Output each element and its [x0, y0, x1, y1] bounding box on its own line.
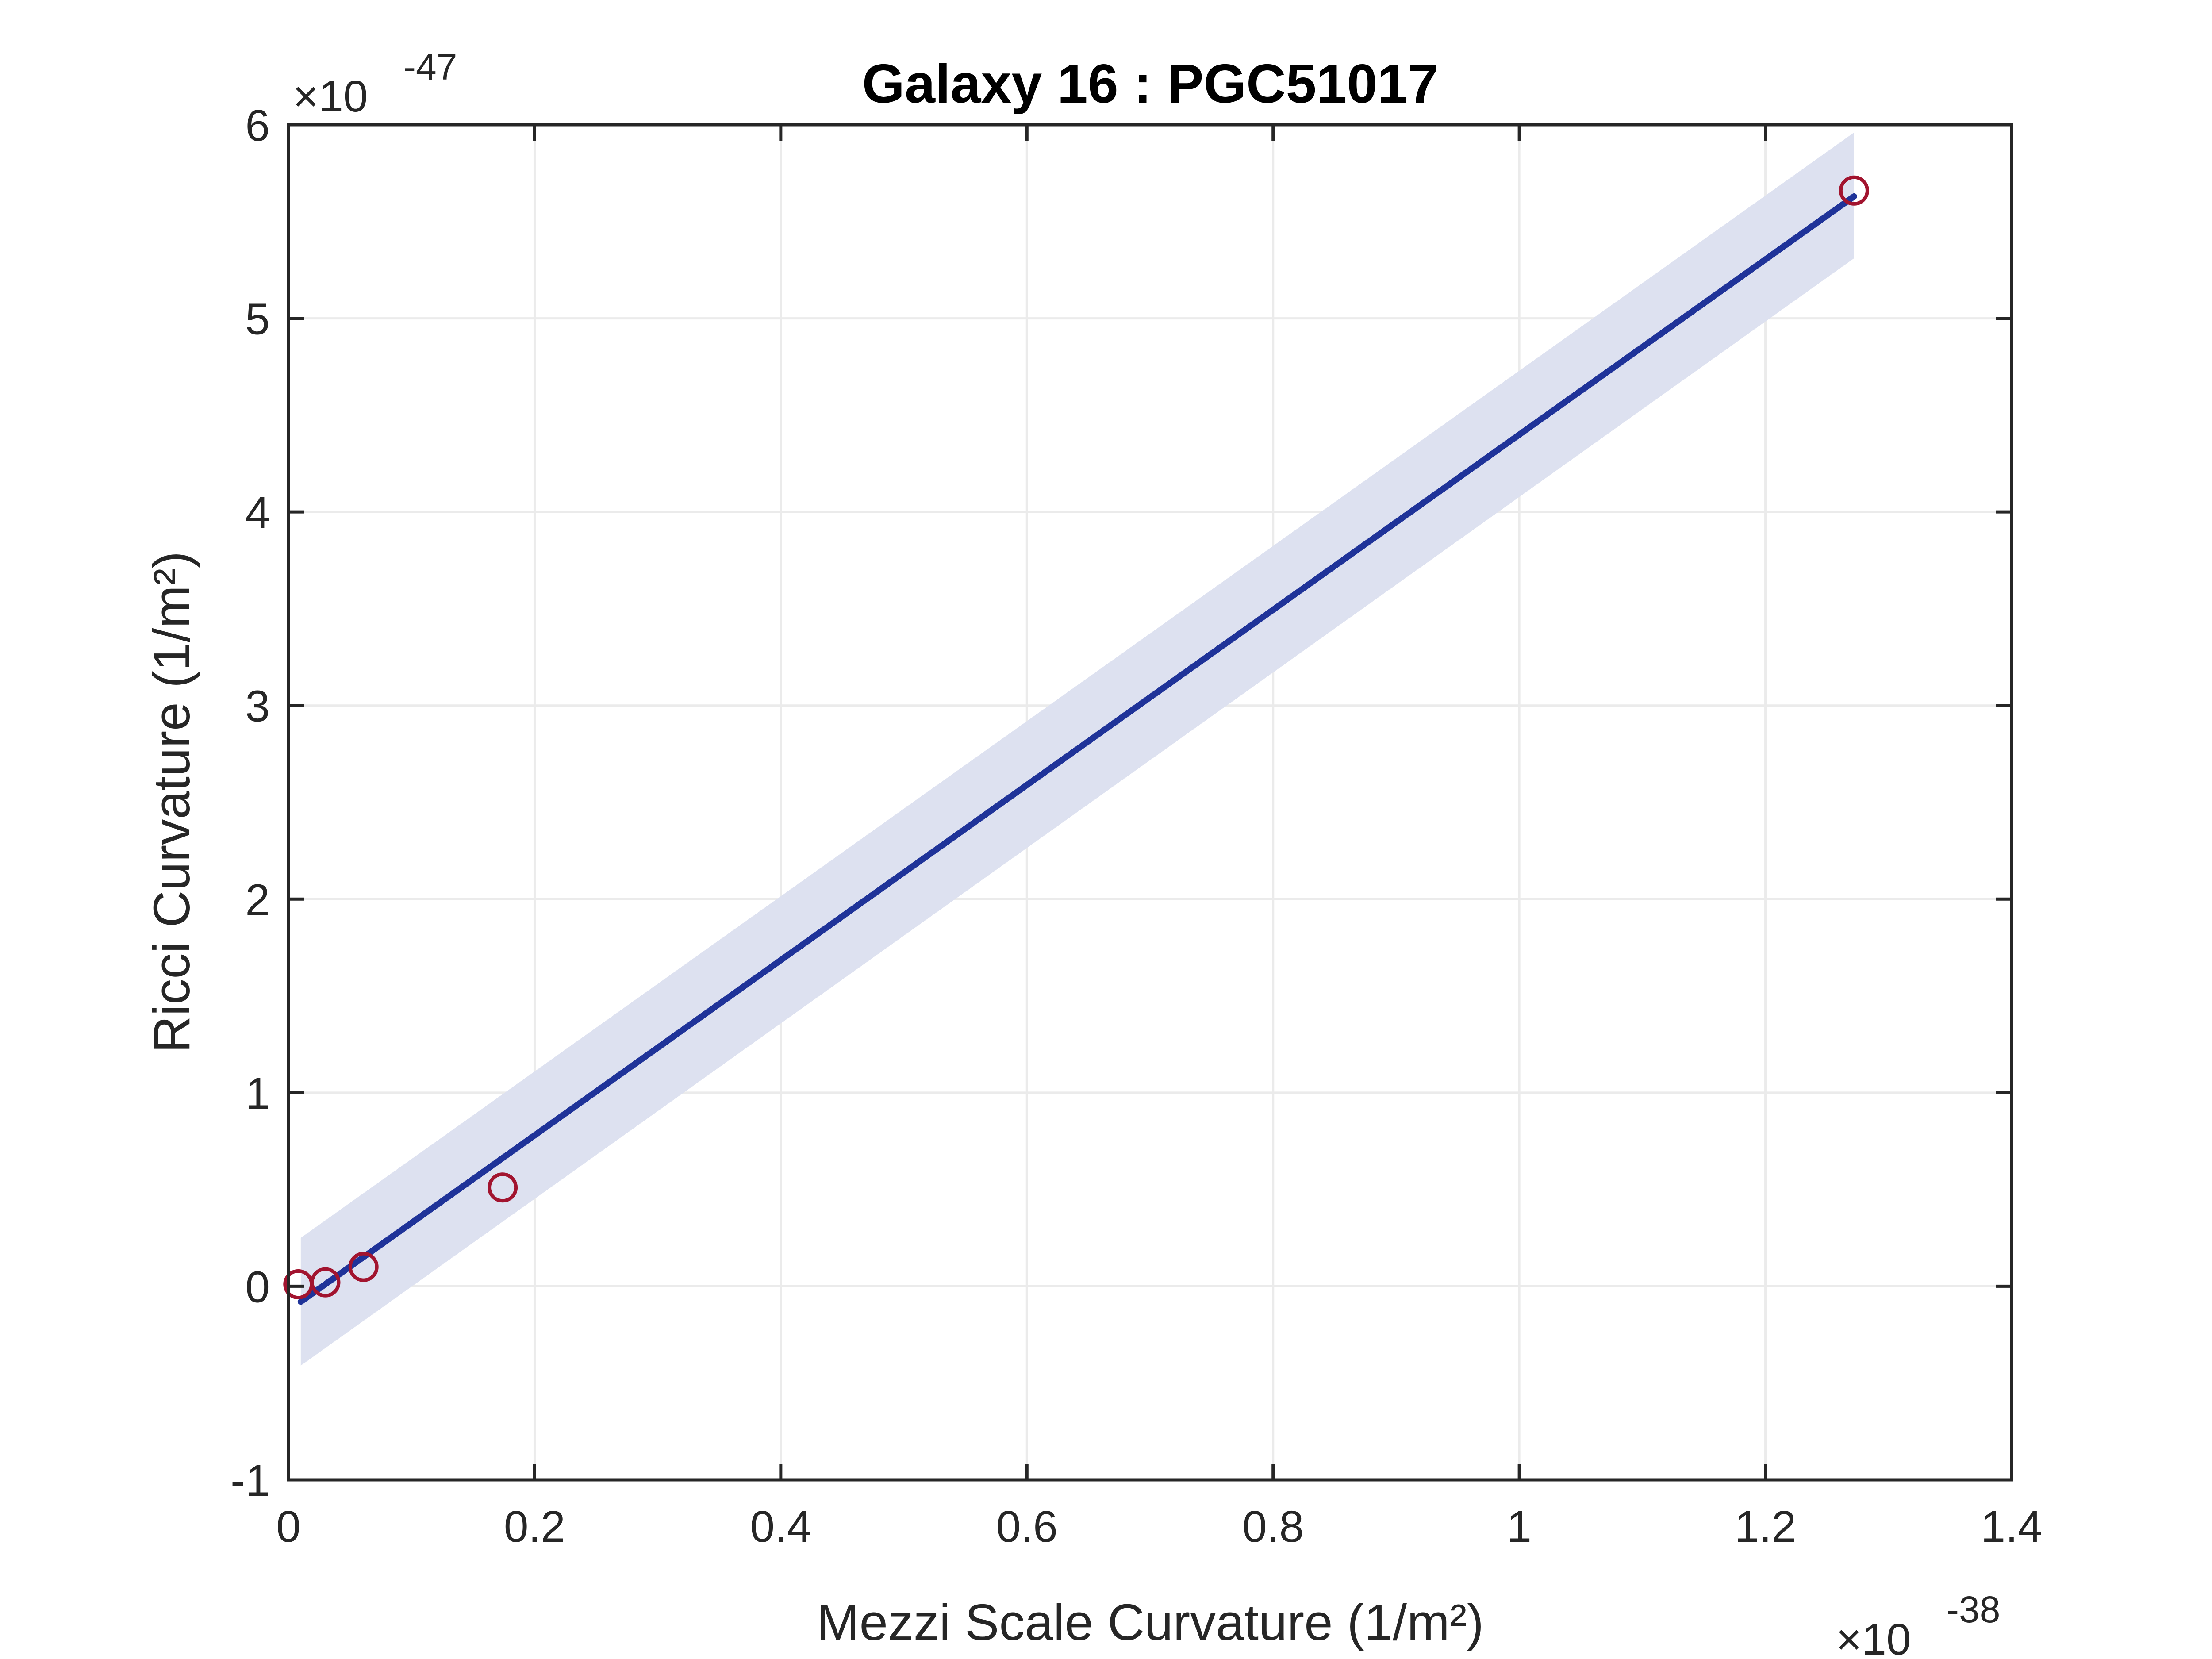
data-point-3 — [488, 1172, 518, 1203]
y-exponent-value: -47 — [403, 46, 457, 88]
x-tick-label-1: 0.2 — [504, 1502, 565, 1551]
x-tick-label-7: 1.4 — [1981, 1502, 2042, 1551]
y-tick-label-5: 4 — [245, 488, 270, 538]
data-point-2 — [348, 1252, 379, 1282]
y-tick-label-4: 3 — [245, 682, 270, 731]
y-exponent-prefix: ×10 — [293, 72, 368, 121]
x-tick-label-5: 1 — [1507, 1502, 1532, 1551]
x-tick-label-3: 0.6 — [996, 1502, 1058, 1551]
y-tick-label-1: 0 — [245, 1262, 270, 1312]
x-exponent-value: -38 — [1947, 1589, 2000, 1630]
x-exponent-label: ×10 -38 — [1836, 1589, 2000, 1659]
chart-title: Galaxy 16 : PGC51017 — [862, 54, 1439, 115]
x-tick-label-4: 0.8 — [1242, 1502, 1304, 1551]
y-tick-label-2: 1 — [245, 1069, 270, 1118]
x-tick-label-6: 1.2 — [1735, 1502, 1796, 1551]
y-tick-label-3: 2 — [245, 875, 270, 925]
data-point-1 — [310, 1267, 341, 1298]
y-tick-label-6: 5 — [245, 295, 270, 344]
axes-box — [287, 123, 2013, 1482]
x-exponent-prefix: ×10 — [1836, 1615, 1911, 1659]
tick-marks — [287, 123, 2013, 1482]
fit-line — [297, 193, 1857, 1305]
data-point-4 — [1839, 175, 1869, 206]
x-tick-labels: 0 0.2 0.4 0.6 0.8 1 1.2 1.4 — [276, 1502, 2042, 1551]
y-exponent-label: ×10 -47 — [293, 46, 457, 121]
y-tick-label-7: 6 — [245, 101, 270, 150]
fit-line-layer — [297, 193, 1857, 1305]
y-tick-labels: -1 0 1 2 3 4 5 6 — [230, 101, 270, 1505]
y-tick-label-0: -1 — [230, 1456, 270, 1505]
y-axis-label: Ricci Curvature (1/m²) — [143, 551, 200, 1053]
x-tick-label-2: 0.4 — [750, 1502, 811, 1551]
x-tick-label-0: 0 — [276, 1502, 301, 1551]
x-axis-label: Mezzi Scale Curvature (1/m²) — [817, 1594, 1484, 1651]
data-points-layer — [283, 175, 1869, 1300]
